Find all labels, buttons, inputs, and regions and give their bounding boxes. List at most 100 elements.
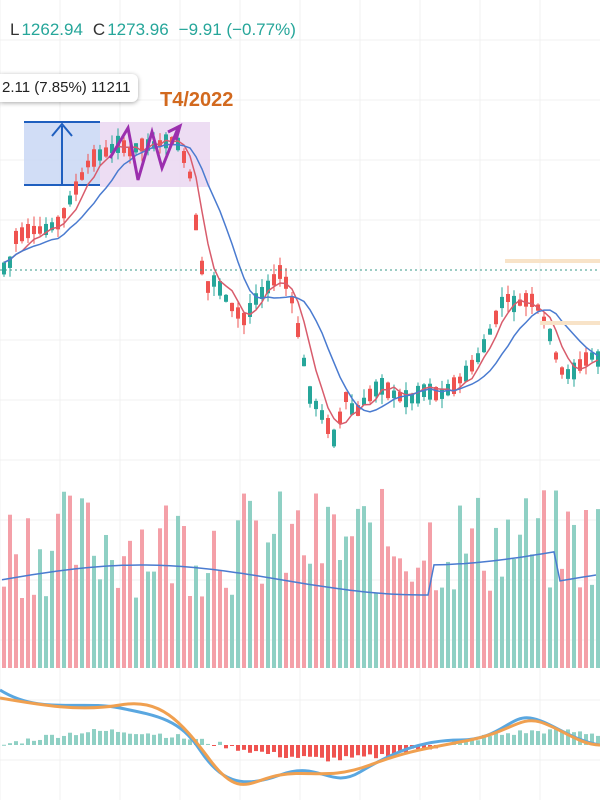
macd-histogram-bar <box>386 745 390 758</box>
candle-body <box>428 383 432 400</box>
macd-histogram-bar <box>266 745 270 754</box>
volume-bar <box>242 493 246 668</box>
macd-histogram-bar <box>242 745 246 750</box>
candle-body <box>578 359 582 371</box>
macd-histogram-bar <box>176 734 180 745</box>
candle-body <box>278 265 282 279</box>
macd-histogram-bar <box>206 743 210 745</box>
volume-bar <box>452 589 456 668</box>
macd-histogram-bar <box>272 745 276 752</box>
macd-histogram-bar <box>140 734 144 745</box>
period-label: T4/2022 <box>160 89 233 111</box>
moving-average-lines <box>3 139 599 426</box>
macd-histogram-bar <box>344 745 348 757</box>
volume-bar <box>152 571 156 668</box>
macd-histogram-bar <box>98 730 102 745</box>
candle-body <box>554 352 558 360</box>
macd-histogram-bar <box>326 745 330 762</box>
candle-body <box>332 429 336 447</box>
candle-body <box>434 387 438 401</box>
ma-fast-line <box>3 139 599 426</box>
candle-body <box>488 328 492 335</box>
macd-histogram-bar <box>284 745 288 758</box>
volume-bar <box>158 528 162 668</box>
volume-bar <box>416 567 420 668</box>
volume-bar <box>542 490 546 668</box>
volume-bar <box>104 534 108 668</box>
candle-body <box>392 390 396 399</box>
macd-histogram-bar <box>62 735 66 745</box>
volume-bar <box>38 549 42 668</box>
volume-bar <box>314 493 318 668</box>
macd-histogram-bar <box>530 730 534 745</box>
candle-body <box>248 303 252 317</box>
change-value: −9.91 <box>178 20 222 39</box>
macd-histogram-bar <box>32 740 36 745</box>
volume-bar <box>218 570 222 668</box>
macd-histogram-bar <box>350 745 354 758</box>
volume-bar <box>596 509 600 668</box>
volume-bar <box>290 523 294 668</box>
candle-body <box>320 410 324 420</box>
volume-bar <box>458 505 462 668</box>
volume-bar <box>62 491 66 668</box>
macd-histogram-bar <box>38 739 42 745</box>
volume-bar <box>224 587 228 668</box>
candle-body <box>110 143 114 154</box>
macd-histogram-bar <box>50 734 54 745</box>
candle-body <box>506 293 510 303</box>
macd-histogram-bar <box>152 734 156 745</box>
candle-body <box>524 293 528 307</box>
macd-histogram-bar <box>392 745 396 755</box>
candle-body <box>98 149 102 161</box>
macd-histogram-bar <box>8 743 12 745</box>
macd-histogram-bar <box>80 733 84 745</box>
zigzag-line <box>108 123 180 181</box>
candle-body <box>32 225 36 235</box>
candle-body <box>2 262 6 275</box>
candle-body <box>464 365 468 382</box>
candle-body <box>254 293 258 305</box>
volume-bar <box>170 583 174 668</box>
macd-histogram-bar <box>482 734 486 745</box>
candle-body <box>194 214 198 231</box>
candle-body <box>266 280 270 294</box>
chart-overlays <box>0 259 600 325</box>
macd-histogram-bar <box>422 745 426 750</box>
low-label: L <box>10 20 20 39</box>
macd-histogram-bar <box>368 745 372 755</box>
macd-histogram-bar <box>254 745 258 752</box>
candle-body <box>260 287 264 299</box>
volume-bar <box>80 498 84 668</box>
macd-histogram-bar <box>164 737 168 745</box>
volume-bar <box>506 519 510 668</box>
macd-histogram-bar <box>74 735 78 745</box>
macd-histogram-bar <box>332 745 336 758</box>
volume-bar <box>32 594 36 668</box>
volume-bar <box>398 558 402 668</box>
candle-body <box>404 390 408 408</box>
candle-body <box>86 160 90 168</box>
candle-body <box>224 294 228 302</box>
macd-histogram-bar <box>2 744 6 746</box>
macd-histogram-bar <box>500 734 504 745</box>
candle-body <box>176 137 180 151</box>
volume-bar <box>98 579 102 668</box>
ma-slow-line <box>3 143 599 413</box>
low-value: 1262.94 <box>21 20 83 39</box>
candle-body <box>584 352 588 366</box>
measure-tool[interactable] <box>24 121 100 186</box>
volume-bar <box>422 560 426 668</box>
macd-histogram-bar <box>224 745 228 749</box>
macd-histogram-bar <box>584 734 588 745</box>
volume-bar <box>86 502 90 668</box>
volume-bar <box>20 597 24 668</box>
candle-body <box>542 316 546 324</box>
candle-body <box>164 134 168 149</box>
volume-bar <box>470 528 474 668</box>
macd-histogram-bar <box>566 729 570 745</box>
volume-bar <box>338 560 342 668</box>
volume-bar <box>302 555 306 668</box>
